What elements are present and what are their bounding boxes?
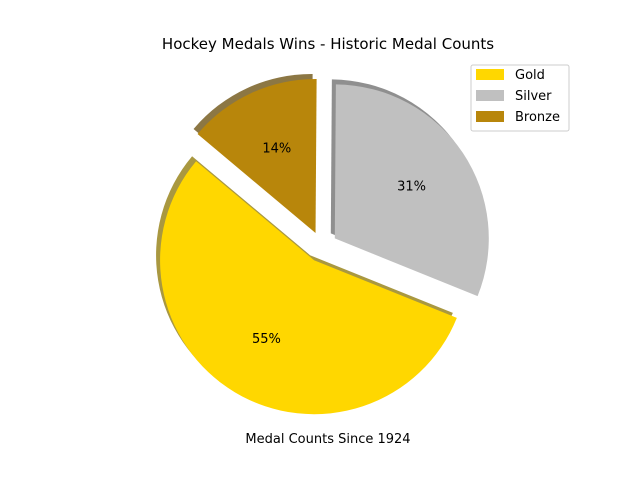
legend-swatch-gold	[476, 69, 504, 80]
legend-swatch-bronze	[476, 111, 504, 122]
pie-slice-gold	[160, 161, 457, 415]
percent-labels: 55% 31% 14%	[252, 142, 426, 347]
percent-label-bronze: 14%	[262, 142, 291, 157]
percent-label-silver: 31%	[397, 180, 426, 195]
legend: Gold Silver Bronze	[470, 64, 570, 132]
chart-title: Hockey Medals Wins - Historic Medal Coun…	[162, 35, 494, 53]
pie-slices	[160, 79, 489, 415]
pie-slice-bronze	[197, 79, 317, 234]
legend-label-gold: Gold	[515, 68, 545, 83]
pie-slice-silver	[334, 84, 489, 297]
legend-swatch-silver	[476, 90, 504, 101]
x-axis-label: Medal Counts Since 1924	[245, 432, 410, 447]
legend-label-silver: Silver	[515, 89, 552, 104]
percent-label-gold: 55%	[252, 332, 281, 347]
legend-label-bronze: Bronze	[515, 110, 560, 125]
